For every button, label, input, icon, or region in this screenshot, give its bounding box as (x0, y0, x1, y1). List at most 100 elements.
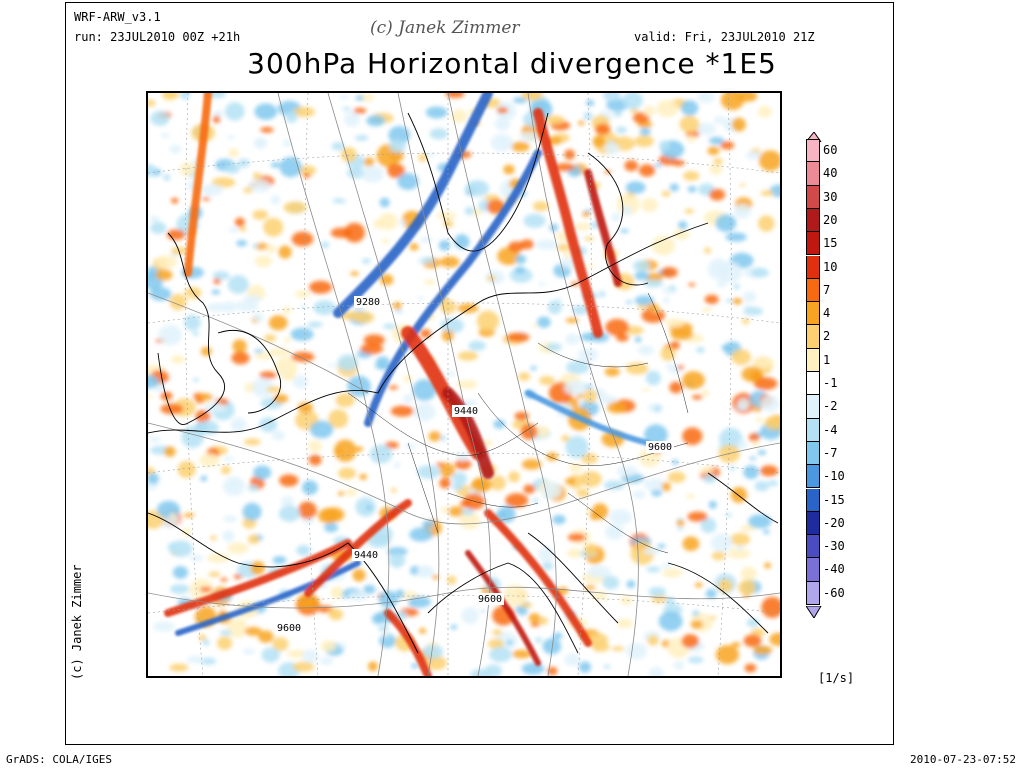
field-blob (622, 93, 643, 110)
field-blob (321, 241, 330, 249)
field-blob (542, 638, 562, 655)
field-blob (247, 179, 271, 193)
field-blob (320, 640, 337, 652)
colorbar-label: 40 (823, 166, 838, 181)
field-blob (344, 111, 360, 127)
field-blob (685, 494, 696, 499)
field-blob (506, 332, 530, 342)
field-band (304, 499, 412, 597)
colorbar-swatch (806, 511, 820, 536)
field-blob (285, 111, 298, 123)
field-blob (283, 201, 307, 214)
field-blob (243, 187, 253, 194)
model-name: WRF-ARW_v3.1 (74, 10, 161, 24)
field-blob (736, 93, 758, 102)
field-blob (717, 578, 733, 593)
field-blob (359, 473, 368, 481)
field-blob (280, 496, 294, 508)
field-blob (163, 446, 176, 457)
bands-field (164, 93, 651, 676)
field-blob (560, 257, 575, 269)
field-blob (749, 456, 757, 460)
field-blob (705, 588, 717, 599)
field-blob (287, 649, 306, 659)
field-blob (388, 125, 411, 145)
field-blob (181, 527, 192, 537)
field-blob (422, 520, 435, 529)
field-blob (253, 312, 264, 323)
field-blob (743, 306, 763, 316)
field-blob (452, 471, 468, 486)
field-blob (641, 197, 658, 213)
field-blob (688, 656, 704, 664)
field-blob (363, 157, 375, 167)
field-blob (669, 284, 676, 291)
field-blob (764, 562, 771, 569)
field-blob (422, 644, 444, 659)
field-band (175, 560, 361, 636)
field-blob (748, 433, 760, 442)
field-blob (564, 653, 581, 667)
field-blob (230, 417, 247, 433)
field-blob (263, 217, 284, 237)
field-band (465, 550, 541, 666)
field-blob (702, 465, 715, 474)
field-blob (183, 513, 195, 518)
field-blob (673, 660, 685, 670)
field-blob (574, 222, 591, 231)
field-blob (584, 236, 594, 241)
field-blob (671, 159, 685, 167)
contour-label-9440-south: 9440 (354, 550, 378, 561)
field-blob (293, 106, 316, 118)
field-blob (489, 475, 506, 491)
field-blob (592, 135, 606, 148)
field-blob (641, 308, 666, 323)
height-contours (148, 93, 780, 676)
field-blob (344, 488, 357, 497)
field-blob (222, 476, 246, 497)
field-blob (330, 227, 353, 238)
field-blob (354, 446, 364, 452)
field-blob (595, 123, 611, 135)
field-blob (163, 173, 171, 181)
field-blob (715, 214, 737, 232)
field-blob (566, 360, 590, 374)
field-blob (697, 93, 715, 104)
field-blob (308, 454, 322, 466)
field-blob (651, 235, 676, 256)
field-blob (613, 110, 623, 117)
field-blob (506, 640, 513, 646)
field-blob (148, 394, 154, 399)
field-blob (158, 324, 182, 346)
field-blob (195, 409, 211, 423)
field-blob (691, 394, 703, 400)
field-blob (192, 377, 200, 382)
colorbar-swatch (806, 581, 820, 605)
field-blob (565, 435, 589, 459)
colorbar-label: 1 (823, 352, 831, 367)
field-blob (242, 502, 262, 521)
field-blob (155, 255, 178, 269)
field-blob (227, 542, 249, 555)
field-blob (243, 294, 262, 303)
field-blob (389, 552, 406, 568)
field-blob (149, 435, 161, 443)
field-blob (660, 266, 678, 278)
field-blob (228, 148, 239, 158)
field-blob (456, 451, 469, 462)
field-blob (208, 571, 221, 578)
field-blob (202, 197, 211, 201)
field-blob (181, 425, 204, 449)
field-blob (295, 289, 310, 299)
field-blob (603, 93, 621, 102)
field-blob (530, 366, 537, 371)
field-blob (700, 517, 717, 534)
field-blob (598, 291, 606, 298)
field-blob (236, 239, 248, 247)
field-blob (153, 621, 175, 632)
field-blob (200, 475, 208, 482)
field-blob (764, 416, 780, 430)
colorbar-swatch (806, 348, 820, 372)
field-blob (560, 435, 571, 442)
field-blob (577, 120, 585, 126)
